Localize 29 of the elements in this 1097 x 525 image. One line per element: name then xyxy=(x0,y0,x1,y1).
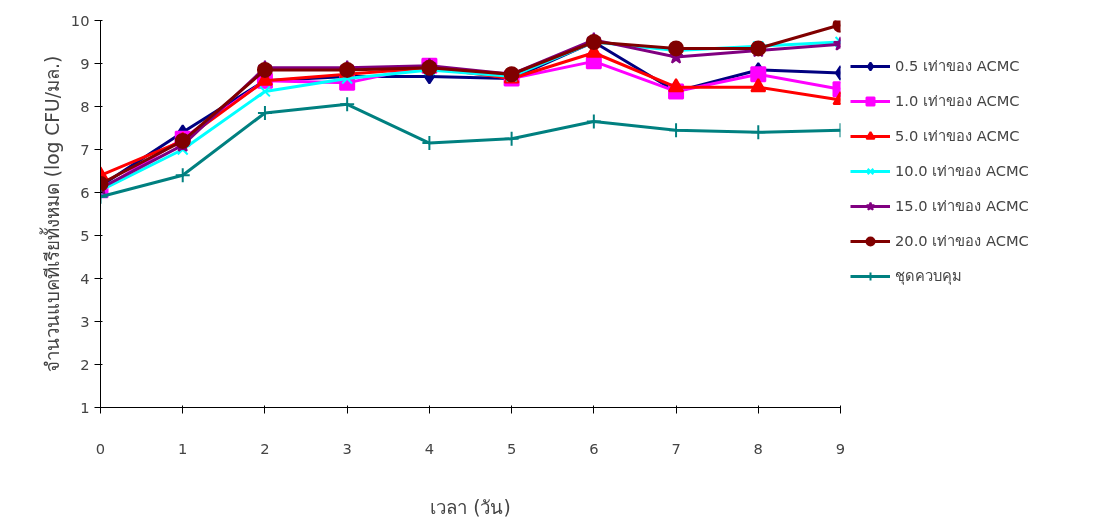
legend-label: 0.5 เท่าของ ACMC xyxy=(895,56,1020,76)
x-tick-label: 8 xyxy=(753,439,763,457)
x-tick-label: 2 xyxy=(260,439,270,457)
y-tick-label: 4 xyxy=(80,269,90,287)
x-tick-label: 5 xyxy=(506,439,517,457)
legend-label: ชุดควบคุม xyxy=(895,266,962,287)
x-axis-title: เวลา (วัน) xyxy=(430,496,511,518)
x-tick-label: 6 xyxy=(589,439,599,457)
legend-label: 10.0 เท่าของ ACMC xyxy=(895,161,1029,181)
x-tick-label: 4 xyxy=(424,439,435,457)
x-tick-label: 9 xyxy=(835,439,846,457)
x-tick-label: 7 xyxy=(671,439,681,457)
y-tick-label: 6 xyxy=(80,183,90,201)
y-tick-label: 5 xyxy=(80,226,90,244)
y-tick-label: 2 xyxy=(80,355,90,373)
y-tick-label: 10 xyxy=(70,11,90,29)
legend-label: 5.0 เท่าของ ACMC xyxy=(895,126,1020,146)
y-tick-label: 8 xyxy=(80,97,90,115)
x-tick-label: 1 xyxy=(178,439,188,457)
legend-label: 20.0 เท่าของ ACMC xyxy=(895,231,1029,251)
y-tick-label: 1 xyxy=(80,398,90,416)
y-axis-title: จำนวนแบคทีเรียทั้งหมด (log CFU/มล.) xyxy=(38,55,63,373)
x-tick-label: 3 xyxy=(342,439,352,457)
legend-label: 1.0 เท่าของ ACMC xyxy=(895,91,1020,111)
x-tick-label: 0 xyxy=(95,439,106,457)
y-tick-label: 7 xyxy=(80,140,90,158)
y-tick-label: 3 xyxy=(80,312,90,330)
y-tick-label: 9 xyxy=(80,54,90,72)
legend-label: 15.0 เท่าของ ACMC xyxy=(895,196,1029,216)
